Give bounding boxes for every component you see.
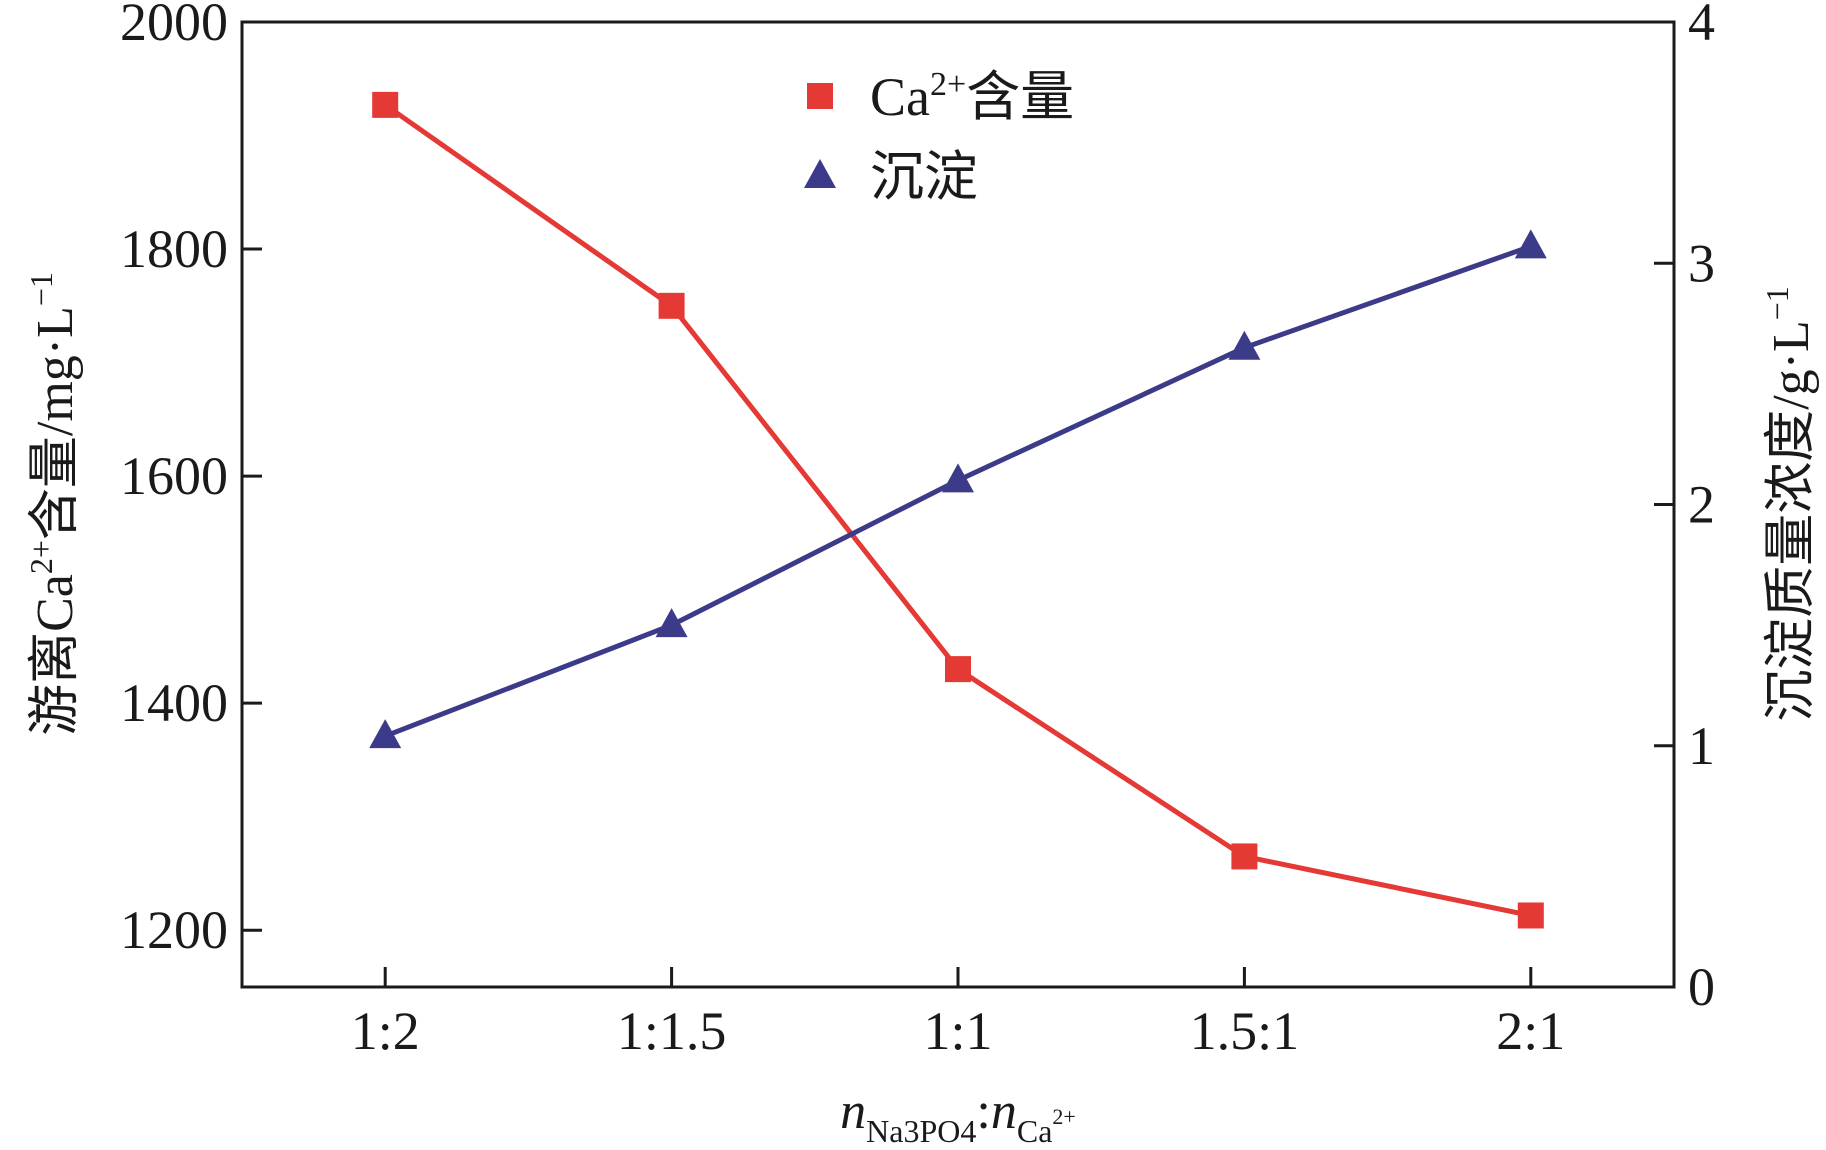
legend-square-icon (807, 83, 833, 109)
series-0-square-marker (945, 656, 971, 683)
x-tick-label: 1:1 (923, 1001, 992, 1061)
left-y-tick-label: 1800 (120, 219, 228, 279)
left-y-tick-label: 1600 (120, 446, 228, 506)
series-0-square-marker (1517, 902, 1544, 929)
series-1-triangle-marker (1514, 229, 1547, 259)
series-0-square-marker (658, 292, 685, 319)
series-0-square-marker (1231, 843, 1258, 870)
right-y-tick-label: 3 (1688, 233, 1715, 293)
right-y-tick-label: 0 (1688, 957, 1715, 1017)
series-0-square-marker (372, 91, 399, 118)
left-y-tick-label: 2000 (120, 0, 228, 52)
x-tick-label: 1:1.5 (617, 1001, 727, 1061)
series-1-triangle-marker (369, 719, 402, 749)
series-line-0 (383, 102, 1532, 918)
series-1-triangle-marker (1228, 330, 1261, 360)
right-y-tick-label: 4 (1688, 0, 1715, 52)
left-y-tick-label: 1200 (120, 900, 228, 960)
left-y-tick-label: 1400 (120, 673, 228, 733)
right-y-axis-title: 沉淀质量浓度/g·L−1 (1759, 286, 1820, 722)
right-y-tick-label: 1 (1688, 716, 1715, 776)
x-axis-title: nNa3PO4:nCa2+ (840, 1083, 1076, 1145)
legend-label: Ca2+含量 (870, 66, 1074, 127)
series-1-triangle-marker (942, 463, 974, 493)
x-tick-label: 1:2 (351, 1001, 420, 1061)
series-1-triangle-marker (655, 608, 688, 638)
right-y-tick-label: 2 (1688, 475, 1715, 535)
legend-triangle-icon (804, 159, 836, 188)
legend-label: 沉淀 (870, 147, 978, 207)
x-tick-label: 1.5:1 (1190, 1001, 1300, 1061)
x-tick-label: 2:1 (1496, 1001, 1565, 1061)
left-y-axis-title: 游离Ca2+含量/mg·L−1 (23, 272, 84, 736)
